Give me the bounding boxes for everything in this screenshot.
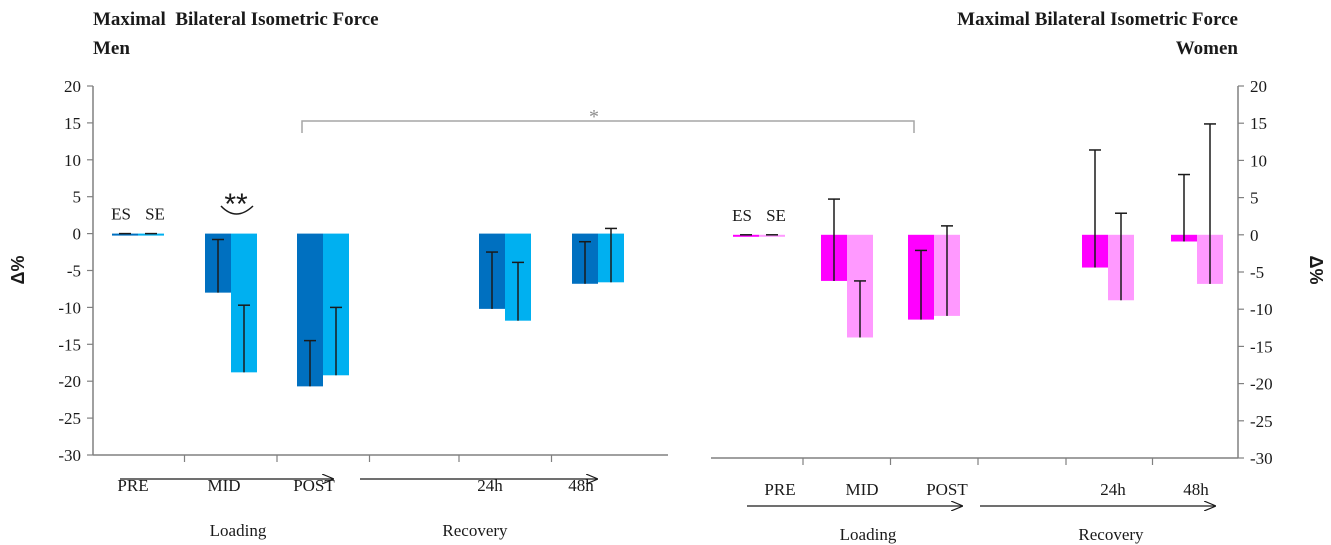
men-category-labels: PRE MID POST 24h 48h	[117, 476, 594, 495]
women-bar-se-pre	[759, 234, 785, 237]
women-category-24h: 24h	[1100, 480, 1126, 499]
women-y-tick-label: 0	[1250, 226, 1259, 245]
significance-bracket	[301, 120, 915, 133]
women-y-tick-label: -20	[1250, 375, 1273, 394]
women-y-tick-label: 5	[1250, 189, 1259, 208]
mid-significance-arc	[220, 205, 254, 215]
men-title-line1: Maximal Bilateral Isometric Force	[93, 9, 379, 30]
men-series-tag-es: ES	[111, 205, 131, 224]
men-category-pre: PRE	[117, 476, 148, 495]
men-category-24h: 24h	[477, 476, 503, 495]
men-bar-es-pre	[112, 233, 138, 236]
women-loading-label: Loading	[840, 525, 897, 544]
women-category-pre: PRE	[764, 480, 795, 499]
women-series-tag-se: SE	[766, 206, 786, 225]
women-category-post: POST	[926, 480, 968, 499]
women-series-tag-es: ES	[732, 206, 752, 225]
men-recovery-label: Recovery	[442, 521, 508, 540]
men-bars	[112, 227, 624, 387]
men-y-tick-label: 10	[64, 151, 81, 170]
men-series-tag-se: SE	[145, 205, 165, 224]
women-category-labels: PRE MID POST 24h 48h	[764, 480, 1209, 499]
men-y-tick-label: 20	[64, 77, 81, 96]
mid-significance-stars: **	[224, 188, 248, 221]
series-tags: ES SE ES SE	[111, 205, 786, 225]
women-recovery-label: Recovery	[1078, 525, 1144, 544]
men-bar-se-pre	[138, 233, 164, 236]
men-y-tick-label: -25	[58, 409, 81, 428]
women-y-ticks: 20 15 10 5 0 -5 -10 -15 -20 -25 -30	[1238, 77, 1273, 468]
men-y-tick-label: -15	[58, 335, 81, 354]
women-y-tick-label: 15	[1250, 114, 1267, 133]
women-y-axis-label: Δ%	[1306, 256, 1326, 285]
women-y-tick-label: -15	[1250, 337, 1273, 356]
women-y-tick-label: -30	[1250, 449, 1273, 468]
men-loading-label: Loading	[210, 521, 267, 540]
men-y-tick-label: -10	[58, 298, 81, 317]
women-y-tick-label: 10	[1250, 151, 1267, 170]
women-title-line2: Women	[1176, 38, 1239, 59]
men-y-tick-label: -20	[58, 372, 81, 391]
women-bars	[733, 123, 1223, 338]
women-y-tick-label: -25	[1250, 412, 1273, 431]
men-y-axis-label: Δ%	[8, 256, 28, 285]
men-y-tick-label: -5	[67, 262, 81, 281]
significance-star: *	[589, 106, 599, 128]
women-y-tick-label: -10	[1250, 300, 1273, 319]
women-y-tick-label: 20	[1250, 77, 1267, 96]
men-y-tick-label: -30	[58, 446, 81, 465]
women-y-tick-label: -5	[1250, 263, 1264, 282]
women-bar-es-pre	[733, 234, 759, 237]
women-category-mid: MID	[845, 480, 878, 499]
men-title-line2: Men	[93, 38, 130, 59]
men-y-tick-label: 0	[73, 225, 82, 244]
men-y-ticks: 20 15 10 5 0 -5 -10 -15 -20 -25 -30	[58, 77, 93, 465]
men-y-tick-label: 5	[73, 188, 82, 207]
women-title-line1: Maximal Bilateral Isometric Force	[957, 9, 1238, 30]
men-y-tick-label: 15	[64, 114, 81, 133]
men-category-mid: MID	[207, 476, 240, 495]
women-axes	[711, 86, 1239, 465]
women-category-48h: 48h	[1183, 480, 1209, 499]
